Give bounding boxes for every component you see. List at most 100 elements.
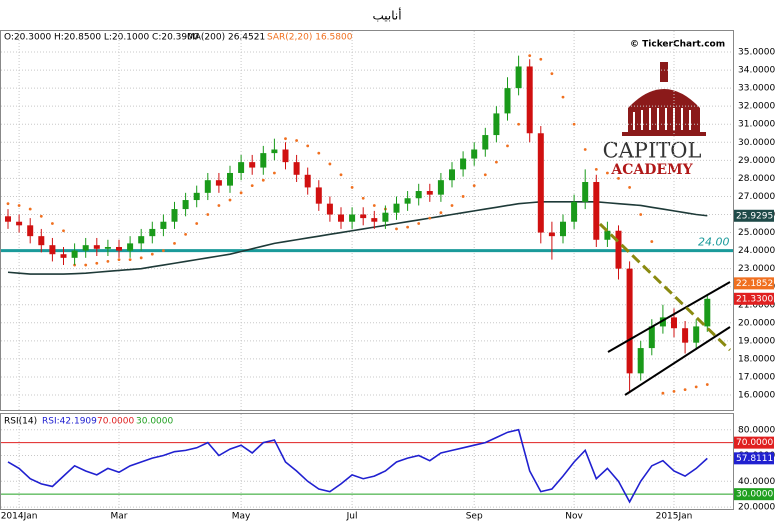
candle-body [5,216,11,222]
candle-body [27,225,34,237]
y-tick-label: 23.0000 [738,264,775,274]
candle-body [338,214,344,222]
y-tick-label: 40.0000 [738,477,775,487]
sar-dot [583,148,587,151]
candle-body [160,221,167,229]
sar-dot [328,162,332,166]
sar-dot [450,204,454,207]
candle-body [293,162,300,175]
sar-dot [672,390,676,393]
candle-body [16,221,23,226]
sar-dot [495,160,498,164]
candle-body [238,162,245,173]
y-tick-label: 16.0000 [738,391,775,401]
sar-dot [117,258,121,262]
candle-body [471,149,478,159]
candle-body [504,88,511,114]
sar-dot [239,191,243,195]
candle-body [60,254,67,258]
candle-body [371,218,378,222]
sar-dot [472,184,476,188]
candle-body [104,246,111,249]
sar-dot [606,171,609,175]
sar-dot [683,388,687,392]
logo: CAPITOL ACADEMY [603,62,706,178]
ohlc-header: O:20.3000 H:20.8500 L:20.1000 C:20.3900 [4,33,199,43]
candle-body [71,250,78,258]
candle-body [382,212,389,222]
candle-body [404,198,411,204]
sar-dot [184,232,188,236]
x-tick-label: Nov [565,512,583,522]
y-tick-label: 24.0000 [738,246,775,256]
candle-body [626,268,633,374]
sar-dot [561,95,565,99]
sar-dot [17,204,21,207]
x-tick-label: Jul [346,512,358,522]
price-tag-label: 22.1852 [736,279,773,289]
y-tick-label: 80.0000 [738,425,775,435]
sar-dot [361,196,365,200]
ma-line [7,201,708,275]
candle-body [204,180,211,193]
x-tick-label: 2015Jan [656,512,693,522]
logo-base [622,132,706,136]
candle-body [349,214,356,222]
sar-dot [661,391,665,395]
sar-dot [28,207,32,211]
candle-body [171,209,178,222]
candle-body [460,158,467,170]
candle-body [593,182,600,240]
candle-body [138,236,145,244]
sar-dot [694,385,698,389]
candle-body [49,245,56,255]
candle-body [426,191,433,195]
candle-body [360,214,367,219]
candle-body [515,66,522,89]
y-tick-label: 19.0000 [738,336,775,346]
candle-body [193,192,200,201]
logo-subtext: ACADEMY [610,162,693,178]
sar-dot [62,229,65,233]
y-tick-label: 31.0000 [738,120,775,130]
sar-dot [39,214,43,218]
candle-body [659,317,666,327]
y-tick-label: 25.0000 [738,228,775,238]
sar-dot [461,195,465,198]
candle-body [493,113,500,136]
candle-body [326,203,333,215]
sar-dot [84,263,88,267]
candle-body [671,317,677,329]
candle-body [116,246,122,251]
sar-dot [228,198,232,202]
trend-line [607,281,731,353]
y-tick-label: 20.0000 [738,503,775,513]
marks: 16.0000 17.0000 18.0000 19.0000 20.0000 21.00… [1,31,775,522]
candle-body [271,149,278,154]
sar-dot [95,261,99,265]
x-tick-label: Sep [466,512,483,522]
sar-dot [483,173,487,177]
sar-dot [517,122,520,126]
sar-dot [594,167,598,171]
sar-header: SAR(2,20) 16.5800 [267,33,353,43]
rsi-header: 30.0000 [136,417,173,427]
candle-body [693,326,700,343]
candle-body [227,172,233,186]
candle-body [637,348,644,374]
y-tick-label: 32.0000 [738,102,775,112]
sar-dot [6,202,10,206]
sar-dot [395,227,398,231]
candle-body [648,326,655,349]
candle-body [560,221,566,237]
sar-dot [139,256,143,260]
rsi-header: RSI:42.1909 [42,417,97,427]
y-tick-label: 29.0000 [738,156,775,166]
candle-body [415,191,422,199]
candle-body [315,187,322,204]
candle-body [482,135,489,150]
y-tick-label: 20.0000 [738,318,775,328]
candle-body [182,200,189,210]
candle-body [127,243,134,251]
